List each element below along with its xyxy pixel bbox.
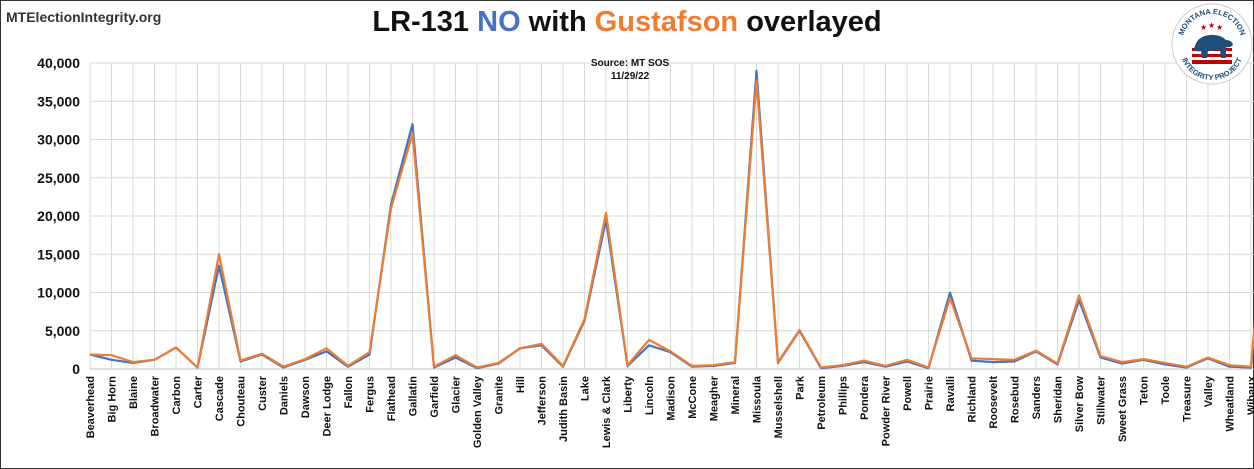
x-tick-label: Musselshell [773,376,785,438]
x-tick-label: Silver Bow [1074,376,1086,433]
x-tick-label: Powell [902,376,914,411]
source-note: Source: MT SOS 11/29/22 [560,57,700,83]
y-tick-label: 0 [72,361,80,377]
x-tick-label: Custer [257,375,269,411]
x-tick-label: Rosebud [1010,376,1022,423]
x-tick-label: Daniels [279,376,291,415]
x-tick-label: Deer Lodge [322,376,334,437]
x-tick-label: Lake [580,376,592,401]
y-tick-label: 40,000 [37,55,80,71]
title-part-1: LR-131 [372,6,478,38]
x-tick-label: Mineral [730,376,742,415]
x-tick-label: Pondera [859,375,871,420]
y-tick-label: 5,000 [45,323,80,339]
svg-text:★: ★ [1216,23,1223,32]
stars-icon: ★ ★ ★ [1200,21,1223,32]
x-tick-label: Meagher [709,375,721,421]
svg-text:★: ★ [1200,23,1207,32]
x-tick-label: Granite [494,376,506,415]
x-tick-label: Dawson [300,376,312,418]
y-tick-label: 25,000 [37,170,80,186]
x-tick-label: McCone [687,376,699,419]
x-tick-label: Roosevelt [988,376,1000,429]
x-tick-label: Broadwater [150,375,162,436]
x-tick-label: Sanders [1031,376,1043,419]
x-tick-label: Golden Valley [472,375,484,448]
y-axis: 0 5,000 10,000 15,000 20,000 25,000 30,000 35,0… [37,55,80,377]
x-tick-label: Cascade [214,376,226,421]
x-tick-label: Park [795,375,807,400]
x-tick-label: Petroleum [816,376,828,430]
x-tick-label: Judith Basin [558,376,570,442]
gridlines [89,62,1254,370]
x-tick-label: Toole [1160,376,1172,405]
y-tick-label: 20,000 [37,208,80,224]
y-tick-label: 15,000 [37,246,80,262]
x-tick-label: Chouteau [236,376,248,427]
source-line: Source: MT SOS [590,58,670,69]
x-tick-label: Ravalli [945,376,957,411]
x-tick-label: Fergus [365,376,377,413]
title-part-gustafson: Gustafson [594,6,739,38]
x-tick-label: Wibaux [1246,375,1254,415]
x-tick-label: Hill [515,376,527,393]
x-tick-label: Lewis & Clark [601,375,613,448]
x-axis: Beaverhead Big Horn Blaine Broadwater Carbon… [85,375,1254,448]
y-tick-label: 35,000 [37,93,80,109]
x-tick-label: Carbon [171,376,183,415]
bear-icon [1192,34,1233,64]
x-tick-label: Gallatin [408,376,420,417]
series-lines [89,69,1254,370]
x-tick-label: Fallon [343,376,355,409]
x-tick-label: Sheridan [1053,376,1065,423]
site-name: MTElectionIntegrity.org [6,9,162,25]
x-tick-label: Liberty [623,375,635,413]
chart-title: LR-131 NO with Gustafson overlayed [0,6,1254,39]
x-tick-label: Jefferson [537,376,549,426]
series-line-gustafson [89,79,1254,369]
x-tick-label: Garfield [429,376,441,418]
x-tick-label: Blaine [128,376,140,409]
x-tick-label: Powder River [881,375,893,446]
x-tick-label: Big Horn [107,376,119,423]
x-tick-label: Wheatland [1225,376,1237,432]
y-tick-label: 30,000 [37,132,80,148]
x-tick-label: Valley [1203,375,1215,407]
source-date: 11/29/22 [610,71,650,82]
title-part-3: with [520,6,595,38]
x-tick-label: Carter [193,375,205,408]
montana-election-integrity-logo: MONTANA ELECTION INTEGRITY PROJECT ★ ★ ★ [1171,3,1253,85]
x-tick-label: Beaverhead [85,376,97,438]
title-part-5: overlayed [738,6,882,38]
x-tick-label: Richland [967,376,979,422]
title-part-no: NO [477,6,521,38]
svg-text:★: ★ [1208,21,1215,30]
x-tick-label: Missoula [752,375,764,423]
x-tick-label: Phillips [838,376,850,415]
y-tick-label: 10,000 [37,285,80,301]
x-tick-label: Prairie [924,376,936,410]
x-tick-label: Teton [1139,376,1151,405]
x-tick-label: Glacier [451,375,463,413]
x-tick-label: Stillwater [1096,375,1108,425]
x-tick-label: Lincoln [644,376,656,415]
x-tick-label: Madison [666,376,678,421]
x-tick-label: Flathead [386,376,398,421]
x-tick-label: Sweet Grass [1117,376,1129,442]
x-tick-label: Treasure [1182,376,1194,422]
